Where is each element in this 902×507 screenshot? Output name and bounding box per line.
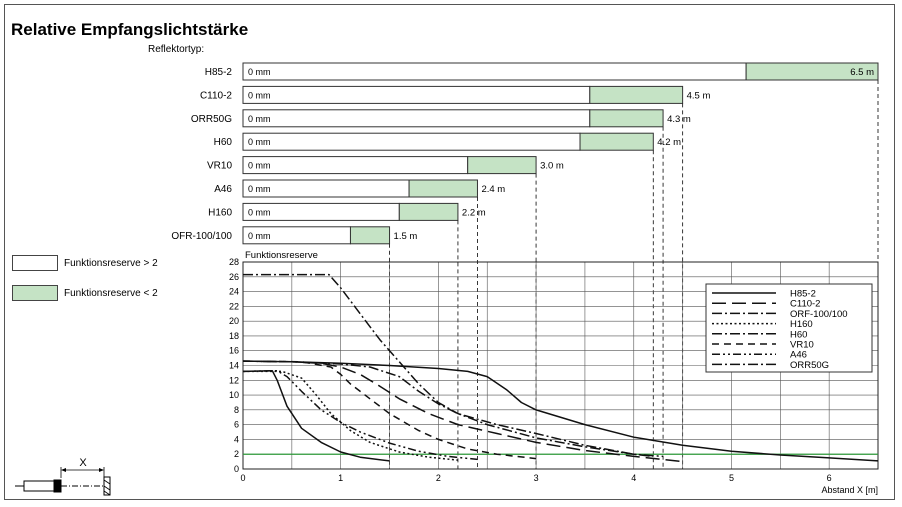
x-tick-label: 5 — [729, 473, 734, 483]
series-line — [242, 369, 390, 462]
range-bar-reserve-high — [242, 132, 581, 151]
range-bar-value-label: 2.2 m — [462, 207, 486, 218]
range-bar-start-label: 0 mm — [248, 137, 271, 147]
y-tick-label: 10 — [229, 390, 239, 400]
y-tick-label: 0 — [234, 464, 239, 474]
range-bar-value-label: 4.5 m — [687, 90, 711, 101]
figure-title: Relative Empfangslichtstärke — [11, 20, 249, 39]
legend-entry-label: H60 — [790, 329, 807, 340]
y-tick-label: 16 — [229, 346, 239, 356]
y-tick-label: 22 — [229, 301, 239, 311]
x-tick-label: 3 — [534, 473, 539, 483]
plot-border — [242, 261, 879, 470]
range-bar-start-label: 0 mm — [248, 161, 271, 171]
series-line — [242, 369, 478, 461]
range-bar-start-label: 0 mm — [248, 207, 271, 217]
reflector-icon — [103, 476, 111, 496]
figure-frame — [4, 4, 895, 500]
legend-entry-label: ORR50G — [790, 360, 829, 371]
range-bar-reserve-low — [579, 132, 654, 151]
y-tick-label: 8 — [234, 405, 239, 415]
range-category-label: H160 — [208, 207, 232, 218]
legend-label-reserve-high: Funktionsreserve > 2 — [64, 258, 158, 269]
sensor-lens — [53, 479, 62, 493]
series-line — [242, 360, 879, 462]
x-tick-label: 4 — [631, 473, 636, 483]
legend-entry-label: H85-2 — [790, 289, 816, 300]
range-bar-value-label: 2.4 m — [481, 184, 505, 195]
range-category-label: VR10 — [207, 161, 232, 172]
y-tick-label: 26 — [229, 272, 239, 282]
legend-entry-label: A46 — [790, 350, 807, 361]
y-tick-label: 6 — [234, 420, 239, 430]
range-bar-start-label: 0 mm — [248, 184, 271, 194]
y-tick-label: 14 — [229, 361, 239, 371]
x-tick-label: 6 — [827, 473, 832, 483]
series-line — [242, 360, 683, 463]
y-tick-label: 28 — [229, 257, 239, 267]
range-bar-value-label: 3.0 m — [540, 161, 564, 172]
x-tick-label: 0 — [240, 473, 245, 483]
x-axis-label: Abstand X [m] — [821, 485, 878, 495]
curve-legend-box — [705, 283, 873, 373]
range-bar-reserve-low — [349, 226, 391, 245]
sensor-body — [23, 480, 55, 492]
legend-label-reserve-low: Funktionsreserve < 2 — [64, 288, 158, 299]
reflector-hatch-icon — [103, 479, 111, 496]
range-bar-value-label: 1.5 m — [394, 231, 418, 242]
range-bar-value-label: 4.2 m — [657, 137, 681, 148]
schematic-distance-label: X — [79, 457, 87, 469]
legend-swatch-reserve-low — [12, 285, 58, 301]
y-tick-label: 4 — [234, 434, 239, 444]
range-bar-reserve-low — [467, 156, 537, 175]
y-tick-label: 24 — [229, 287, 239, 297]
range-bar-start-label: 0 mm — [248, 67, 271, 77]
legend-entry-label: ORF-100/100 — [790, 309, 848, 320]
range-bar-reserve-high — [242, 62, 747, 81]
range-bar-reserve-high — [242, 156, 469, 175]
range-bar-reserve-low — [408, 179, 478, 198]
range-category-label: ORR50G — [191, 114, 232, 125]
range-category-label: OFR-100/100 — [171, 231, 232, 242]
range-bar-value-label: 6.5 m — [850, 67, 874, 78]
legend-entry-label: H160 — [790, 319, 813, 330]
y-tick-label: 20 — [229, 316, 239, 326]
range-category-label: A46 — [214, 184, 232, 195]
y-axis-label: Funktionsreserve — [245, 250, 318, 261]
y-tick-label: 2 — [234, 449, 239, 459]
range-bar-reserve-low — [589, 85, 684, 104]
y-tick-label: 18 — [229, 331, 239, 341]
range-bar-start-label: 0 mm — [248, 90, 271, 100]
series-line — [243, 273, 664, 458]
range-bar-reserve-low — [589, 109, 664, 128]
range-bar-reserve-high — [242, 109, 591, 128]
legend-entry-label: C110-2 — [790, 299, 820, 310]
legend-entry-label: VR10 — [790, 340, 814, 351]
range-bar-value-label: 4.3 m — [667, 114, 691, 125]
series-line — [242, 360, 654, 458]
range-bar-start-label: 0 mm — [248, 114, 271, 124]
x-tick-label: 1 — [338, 473, 343, 483]
range-bar-reserve-high — [242, 85, 591, 104]
x-tick-label: 2 — [436, 473, 441, 483]
range-bar-reserve-low — [398, 202, 459, 221]
y-tick-label: 12 — [229, 375, 239, 385]
range-category-label: H85-2 — [205, 67, 233, 78]
range-bar-reserve-low — [745, 62, 879, 81]
reflector-type-label: Reflektortyp: — [148, 44, 205, 55]
dimension-arrowheads-icon — [61, 468, 104, 472]
range-bar-start-label: 0 mm — [248, 231, 271, 241]
series-line — [242, 360, 537, 460]
legend-swatch-reserve-high — [12, 255, 58, 271]
range-category-label: C110-2 — [200, 90, 232, 101]
range-category-label: H60 — [214, 137, 233, 148]
